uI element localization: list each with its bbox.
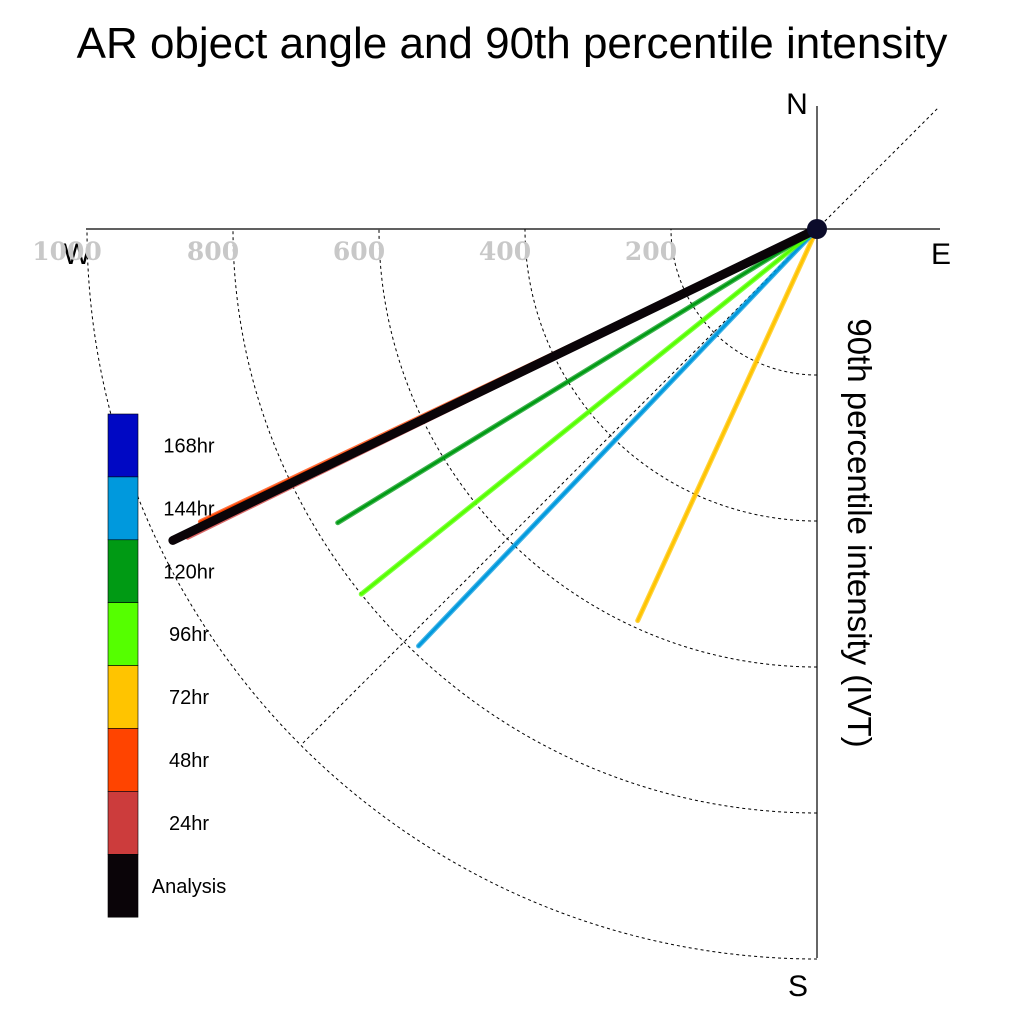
- vector-96hr: [358, 226, 820, 597]
- legend-swatch-analysis: [107, 853, 139, 918]
- radial-tick-labels: 200 400 600 800 1000: [32, 237, 677, 266]
- vector-120hr-line: [336, 227, 819, 524]
- vector-144hr: [416, 226, 820, 649]
- legend-label-72hr: 72hr: [169, 687, 209, 709]
- origin-marker: [807, 219, 827, 239]
- west-label: W: [63, 238, 92, 271]
- radial-tick-800: 800: [187, 237, 239, 266]
- legend-swatch-96hr: [107, 602, 139, 666]
- diagonal-gridline: [300, 108, 938, 746]
- south-label: S: [788, 970, 808, 1003]
- range-ring-1000: [86, 228, 818, 960]
- legend-label-48hr: 48hr: [169, 750, 209, 772]
- radial-tick-1000: 1000: [32, 237, 102, 266]
- vector-72hr: [635, 226, 820, 624]
- vector-144hr-line: [417, 227, 819, 648]
- legend-swatch-24hr: [107, 791, 139, 855]
- chart-title: AR object angle and 90th percentile inte…: [77, 19, 948, 68]
- vector-analysis: [168, 224, 822, 545]
- legend-label-24hr: 24hr: [169, 813, 209, 835]
- legend-swatch-72hr: [107, 665, 139, 729]
- legend-swatch-144hr: [107, 476, 139, 541]
- polar-grid: [86, 108, 938, 960]
- legend-swatch-48hr: [107, 728, 139, 792]
- legend-label-analysis: Analysis: [152, 876, 226, 898]
- range-ring-800: [232, 228, 818, 814]
- east-label: E: [931, 238, 951, 271]
- vector-72hr-line: [636, 227, 819, 622]
- radial-tick-600: 600: [333, 237, 385, 266]
- vector-96hr-line: [359, 227, 819, 596]
- y-axis-label: 90th percentile intensity (IVT): [841, 318, 878, 747]
- range-ring-400: [524, 228, 818, 522]
- radial-tick-200: 200: [625, 237, 677, 266]
- vector-analysis-line: [168, 224, 822, 545]
- legend-label-96hr: 96hr: [169, 624, 209, 646]
- legend-swatch-120hr: [107, 539, 139, 603]
- range-ring-200: [670, 228, 818, 376]
- legend-label-144hr: 144hr: [163, 498, 214, 520]
- legend-swatch-168hr: [107, 413, 139, 478]
- legend-label-168hr: 168hr: [163, 435, 214, 457]
- vector-120hr: [335, 226, 820, 526]
- legend: 168hr 144hr 120hr 96hr 72hr 48hr 24hr Analysis: [107, 413, 226, 918]
- forecast-vectors: [168, 224, 822, 649]
- north-label: N: [786, 88, 808, 121]
- radial-tick-400: 400: [479, 237, 531, 266]
- legend-label-120hr: 120hr: [163, 561, 214, 583]
